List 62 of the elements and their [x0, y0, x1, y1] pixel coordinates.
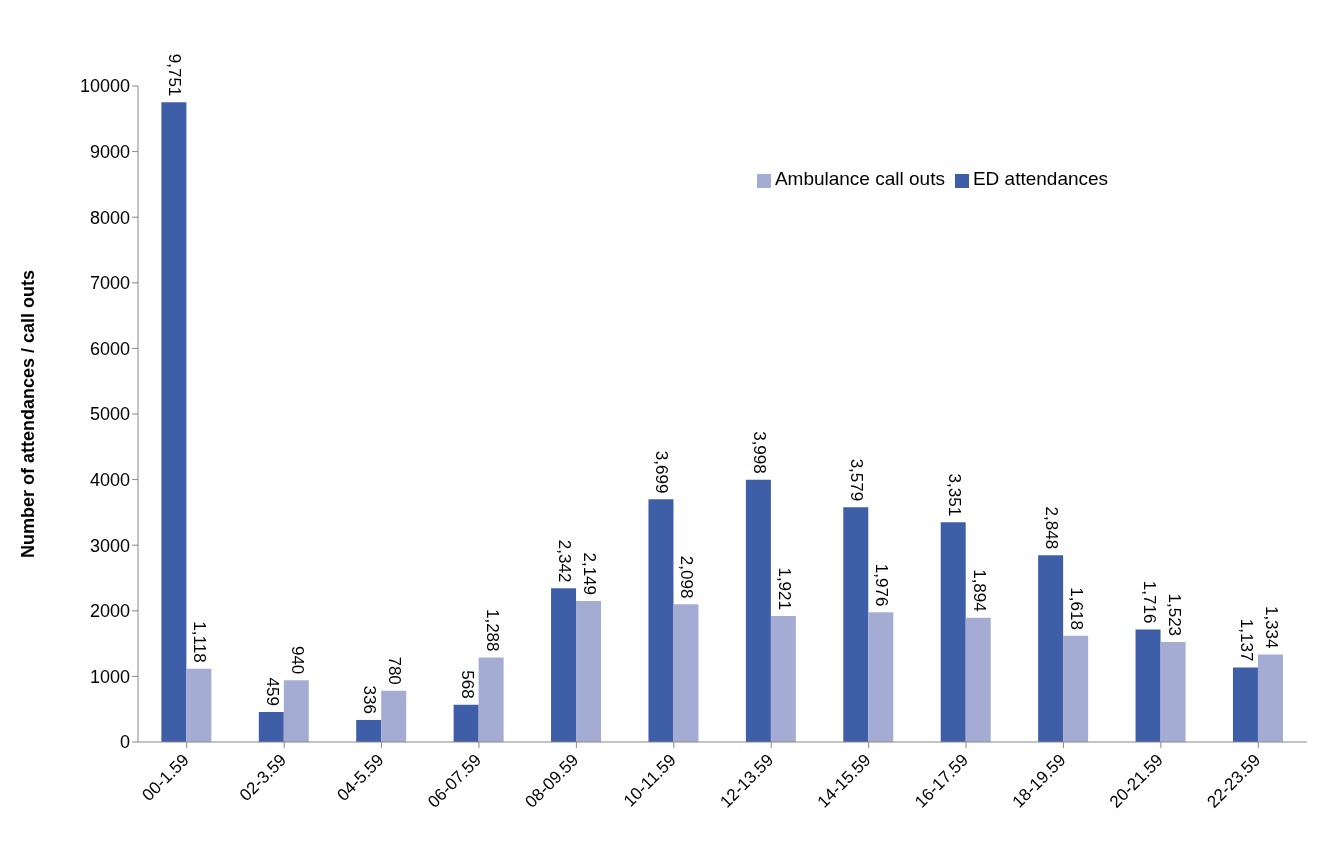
bar — [648, 499, 674, 742]
bar — [478, 657, 504, 742]
y-tick-label: 10000 — [79, 76, 130, 97]
y-tick-label: 7000 — [89, 273, 130, 294]
bar — [940, 522, 966, 742]
bar — [770, 615, 796, 742]
y-tick-label: 1000 — [89, 666, 130, 687]
data-label: 1,334 — [1261, 605, 1281, 649]
y-axis-title: Number of attendances / call outs — [18, 269, 39, 559]
y-tick-label: 9000 — [89, 141, 130, 162]
bar — [381, 690, 407, 742]
bar — [551, 588, 577, 742]
data-label: 3,699 — [652, 450, 672, 494]
data-label: 1,288 — [482, 608, 502, 652]
data-label: 336 — [360, 685, 380, 714]
data-label: 2,098 — [677, 555, 697, 599]
y-tick-label: 0 — [119, 732, 130, 753]
bar — [1232, 667, 1258, 742]
data-label: 1,523 — [1164, 593, 1184, 637]
data-label: 1,716 — [1139, 580, 1159, 624]
bar — [1160, 642, 1186, 742]
y-tick-label: 4000 — [89, 469, 130, 490]
legend-label: Ambulance call outs — [774, 168, 945, 189]
bar — [186, 668, 212, 742]
data-label: 3,579 — [847, 458, 867, 502]
bar — [1063, 635, 1089, 742]
data-label: 1,976 — [872, 563, 892, 607]
data-label: 780 — [385, 656, 405, 685]
data-label: 2,149 — [580, 552, 600, 596]
data-label: 1,921 — [774, 567, 794, 610]
bar — [868, 612, 894, 742]
bar — [576, 601, 602, 742]
bar — [283, 680, 309, 742]
data-label: 459 — [262, 677, 282, 706]
data-label: 1,618 — [1067, 587, 1087, 630]
data-label: 3,351 — [944, 473, 964, 517]
data-label: 1,118 — [190, 621, 210, 663]
data-label: 9,751 — [165, 53, 185, 97]
y-tick-label: 8000 — [89, 207, 130, 228]
data-label: 1,137 — [1236, 618, 1256, 662]
data-label: 940 — [287, 645, 307, 675]
bar — [1038, 555, 1064, 742]
legend-label: ED attendances — [972, 168, 1109, 189]
bar — [453, 704, 479, 742]
y-tick-label: 2000 — [89, 601, 130, 622]
bar — [356, 719, 382, 742]
y-tick-label: 5000 — [89, 404, 130, 425]
data-label: 2,848 — [1042, 506, 1062, 550]
bar — [965, 617, 991, 742]
y-tick-label: 3000 — [89, 535, 130, 556]
data-label: 3,998 — [749, 431, 769, 474]
y-tick-label: 6000 — [89, 338, 130, 359]
bar — [673, 604, 699, 742]
bar — [258, 711, 284, 742]
bar — [745, 479, 771, 742]
bar — [1257, 654, 1283, 742]
data-label: 1,894 — [969, 569, 989, 612]
bar — [843, 507, 869, 742]
bar — [161, 102, 187, 742]
data-label: 2,342 — [555, 539, 575, 583]
data-label: 568 — [457, 670, 477, 699]
bar — [1135, 629, 1161, 742]
